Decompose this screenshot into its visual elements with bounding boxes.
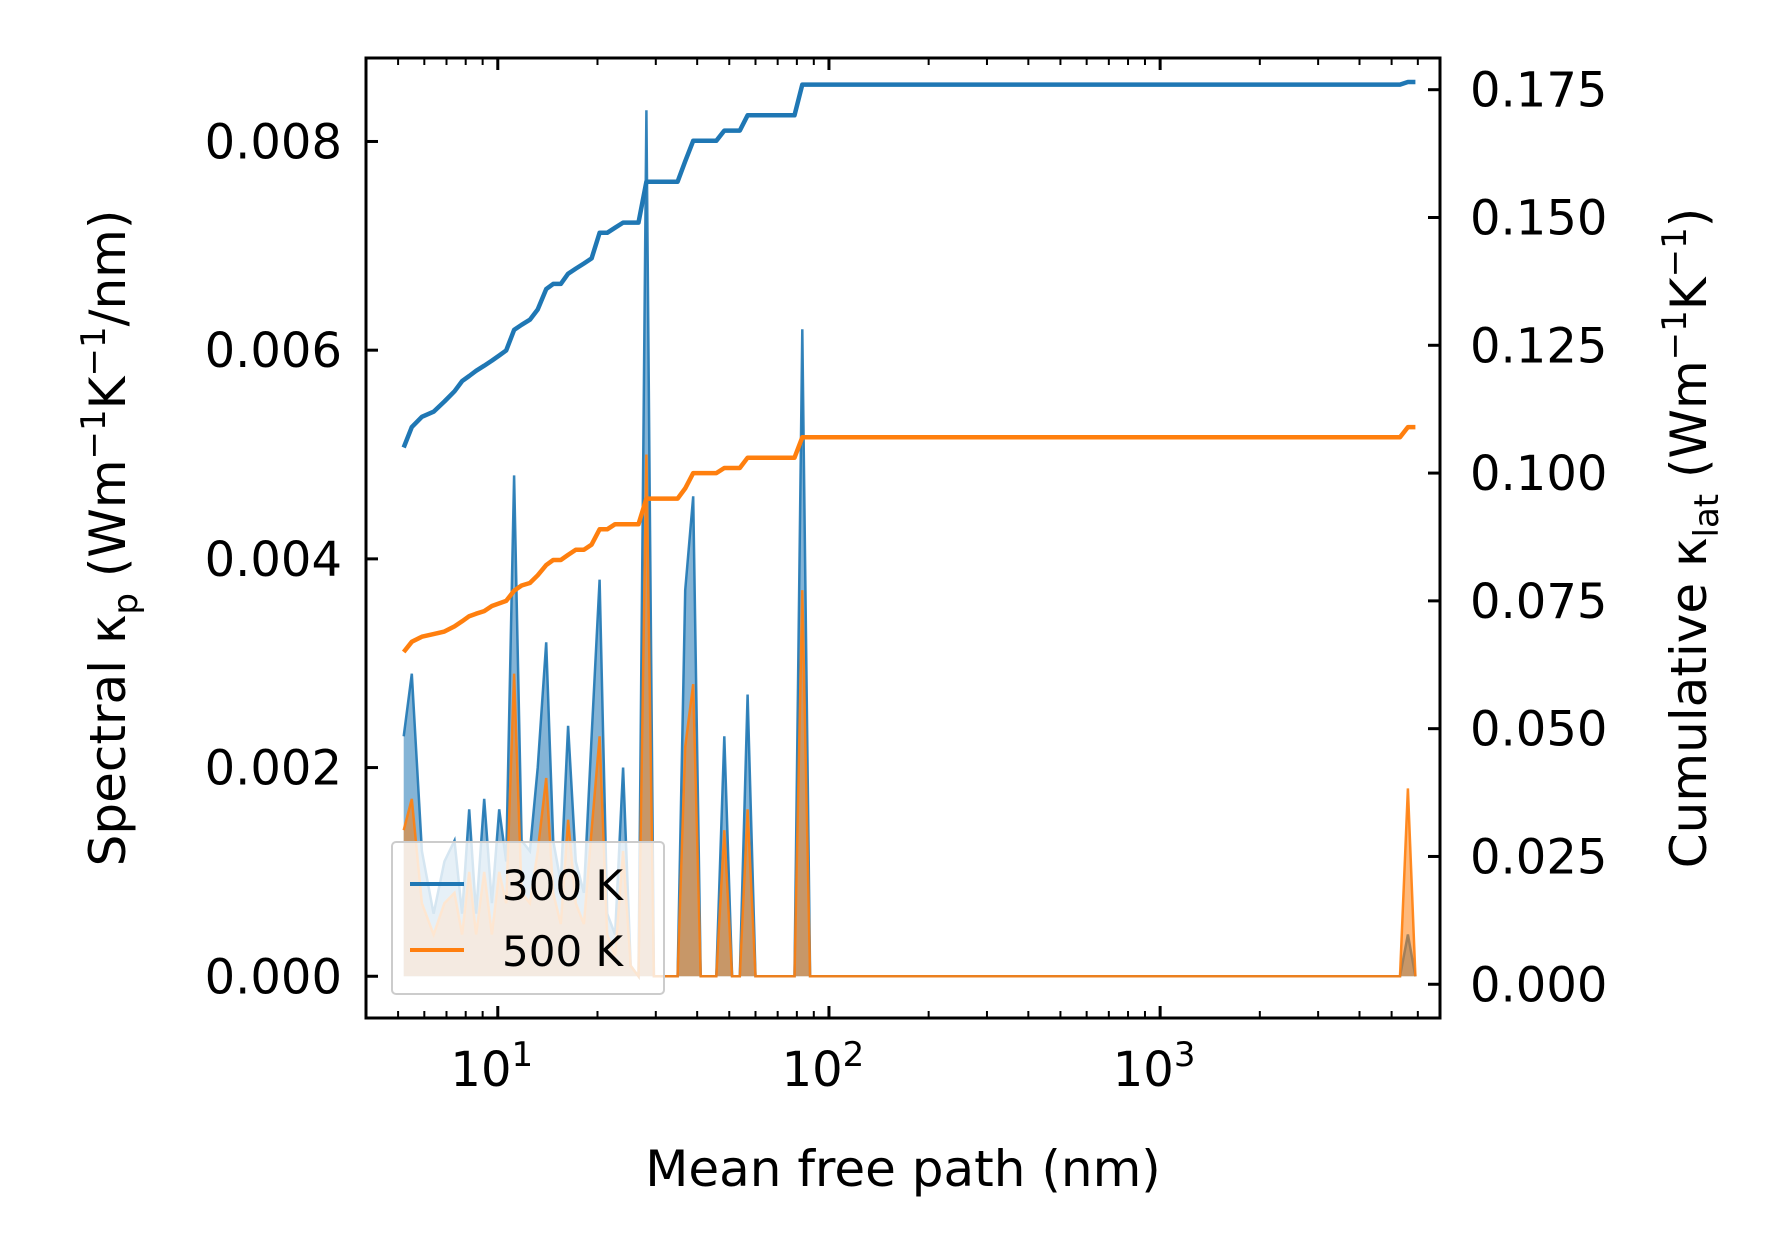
y-tick-label-left: 0.000 xyxy=(205,949,342,1005)
cumulative-line-300k xyxy=(401,79,1416,449)
y-axis-label-right: Cumulative κlat (Wm−1K−1) xyxy=(1655,208,1727,868)
y-tick-label-right: 0.125 xyxy=(1470,318,1607,374)
y-tick-label-left: 0.004 xyxy=(205,532,342,588)
y-tick-label-right: 0.175 xyxy=(1470,63,1607,119)
plot-frame xyxy=(364,56,1442,1020)
y-tick-label-right: 0.075 xyxy=(1470,574,1607,630)
x-tick-label: 102 xyxy=(782,1035,865,1098)
legend-frame xyxy=(391,841,665,995)
y-tick-label-left: 0.008 xyxy=(205,114,342,170)
legend-label-500k: 500 K xyxy=(502,927,625,976)
y-tick-label-right: 0.000 xyxy=(1470,957,1607,1013)
x-axis-label: Mean free path (nm) xyxy=(645,1140,1161,1198)
x-tick-label: 101 xyxy=(450,1035,533,1098)
y-tick-label-right: 0.150 xyxy=(1470,190,1607,246)
y-tick-label-right: 0.025 xyxy=(1470,829,1607,885)
legend-label-300k: 300 K xyxy=(502,861,625,910)
y-tick-label-left: 0.002 xyxy=(205,741,342,797)
legend: 300 K 500 K xyxy=(391,841,665,995)
y-tick-label-right: 0.100 xyxy=(1470,446,1607,502)
y-tick-label-left: 0.006 xyxy=(205,323,342,379)
x-tick-label: 103 xyxy=(1113,1035,1196,1098)
y-tick-label-right: 0.050 xyxy=(1470,702,1607,758)
y-axis-label-left: Spectral κp (Wm−1K−1/nm) xyxy=(74,210,146,867)
cumulative-line-500k xyxy=(401,424,1416,654)
